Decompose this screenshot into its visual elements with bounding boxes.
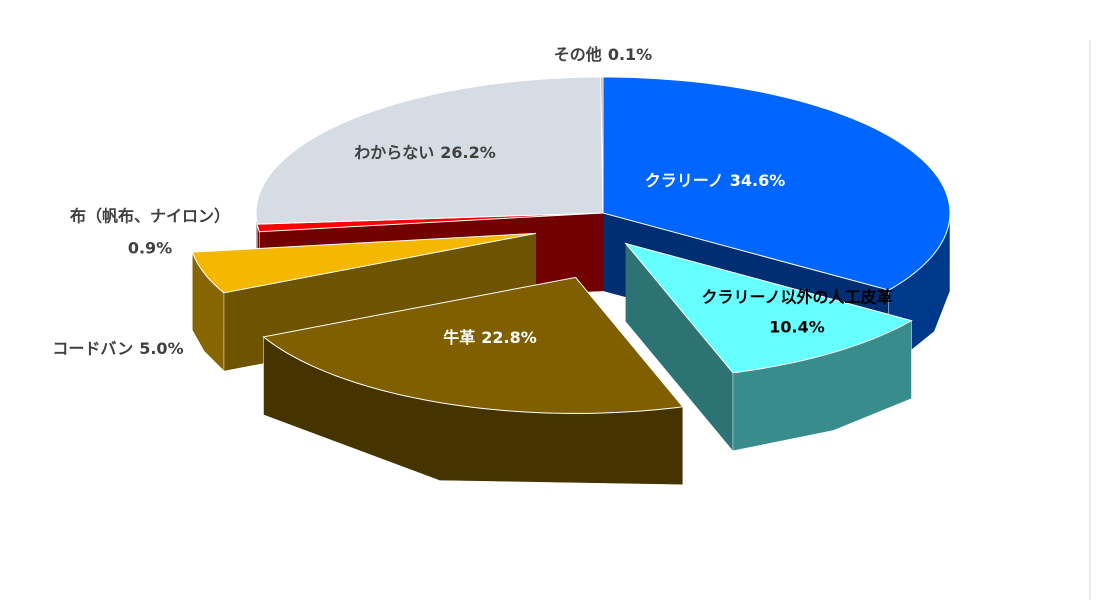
data-label: わからない 26.2% <box>354 143 496 162</box>
category-label: クラリーノ以外の人工皮革 <box>701 288 892 307</box>
slice <box>255 76 604 225</box>
value-label: 26.2% <box>440 143 496 162</box>
slice <box>600 76 604 214</box>
labels: クラリーノ 34.6% クラリーノ以外の人工皮革 10.4% 牛革 22.8% コードバン 5… <box>52 45 892 358</box>
data-label: その他 0.1% <box>554 45 652 64</box>
slice <box>262 276 684 414</box>
value-label: 0.1% <box>608 45 652 64</box>
pie-tops <box>191 76 951 414</box>
slice-cut-face <box>625 243 733 451</box>
value-label: 0.9% <box>128 239 172 258</box>
category-label: コードバン <box>52 339 133 358</box>
value-label: 10.4% <box>769 318 825 337</box>
value-label: 5.0% <box>139 339 183 358</box>
value-label: 22.8% <box>481 328 537 347</box>
slice <box>602 76 951 291</box>
value-label: 34.6% <box>730 171 786 190</box>
data-label: コードバン 5.0% <box>52 339 183 358</box>
data-label: クラリーノ 34.6% <box>645 171 786 190</box>
category-label: クラリーノ <box>645 171 724 190</box>
category-label: わからない <box>354 143 434 162</box>
slice <box>191 232 537 294</box>
category-label: 布（帆布、ナイロン） <box>70 207 230 226</box>
category-label: その他 <box>554 45 602 64</box>
slice <box>624 242 913 374</box>
category-label: 牛革 <box>443 328 475 347</box>
data-label: 牛革 22.8% <box>443 328 537 347</box>
